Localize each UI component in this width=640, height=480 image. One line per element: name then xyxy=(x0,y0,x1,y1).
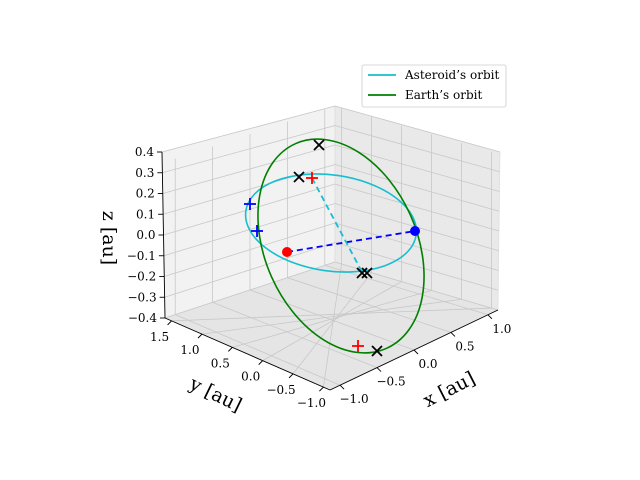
grid-line xyxy=(164,242,499,298)
grid-line xyxy=(324,109,489,316)
cyan-dashed-connector xyxy=(311,177,363,273)
x-tick-mark xyxy=(450,332,456,337)
grid-line xyxy=(161,105,501,153)
blue-dashed-connector xyxy=(286,230,416,253)
grid-line xyxy=(323,107,342,388)
z-tick-label: 0.2 xyxy=(136,187,155,201)
z-tick-label: 0.4 xyxy=(135,145,154,159)
z-tick-label: 0.1 xyxy=(136,207,155,221)
y-tick-label: −0.5 xyxy=(266,383,295,397)
z-tick-label: 0.3 xyxy=(135,166,154,180)
black-x-marker xyxy=(371,345,383,357)
x-tick-label: 0.0 xyxy=(418,357,437,371)
y-axis-line xyxy=(164,317,331,391)
x-axis-label: x [au] xyxy=(420,367,479,412)
black-x-marker xyxy=(361,267,373,279)
x-tick-mark xyxy=(376,367,382,372)
red-dot-marker xyxy=(282,247,292,257)
grid-line xyxy=(232,134,432,348)
legend-frame xyxy=(361,64,507,108)
red-plus-marker xyxy=(352,340,364,352)
x-tick-mark xyxy=(339,384,345,390)
axis-ticks: −1.0−0.50.00.51.01.51.00.50.0−0.5−1.00.4… xyxy=(127,145,512,410)
y-tick-mark xyxy=(319,386,324,392)
grid-line xyxy=(286,121,452,333)
z-tick-label: −0.2 xyxy=(127,270,156,284)
grid-line xyxy=(163,164,500,215)
black-x-marker xyxy=(293,171,305,183)
z-axis-label: z [au] xyxy=(98,211,120,265)
blue-plus-marker xyxy=(251,225,263,237)
grid-line xyxy=(201,143,462,335)
red-plus-marker xyxy=(306,172,318,184)
y-tick-mark xyxy=(197,333,203,339)
y-tick-label: −1.0 xyxy=(297,396,326,410)
z-tick-label: 0.0 xyxy=(136,228,155,242)
grid-line xyxy=(249,134,415,351)
y-tick-label: 1.0 xyxy=(180,343,199,357)
grid-line xyxy=(292,116,372,375)
grid-line xyxy=(164,261,499,319)
grid-line xyxy=(163,183,500,236)
legend-label-earth: Earth’s orbit xyxy=(405,88,482,102)
connectors xyxy=(286,177,416,273)
x-tick-label: −0.5 xyxy=(376,375,405,389)
y-tick-mark xyxy=(288,373,294,379)
grid-line xyxy=(171,152,492,322)
y-tick-label: 1.5 xyxy=(150,330,169,344)
y-tick-mark xyxy=(228,347,233,352)
grid-line xyxy=(212,146,378,368)
x-tick-mark xyxy=(413,349,419,355)
grid-line xyxy=(262,125,402,361)
grid-line xyxy=(174,158,341,386)
black-x-marker xyxy=(313,139,325,151)
y-tick-mark xyxy=(167,320,172,326)
x-tick-mark xyxy=(487,314,493,320)
y-axis-label: y [au] xyxy=(185,372,245,416)
grid-line xyxy=(162,125,500,174)
x-tick-label: 0.5 xyxy=(455,339,474,353)
earth-orbit xyxy=(257,138,425,354)
legend-label-asteroid: Asteroid’s orbit xyxy=(404,68,499,82)
grid-line xyxy=(162,144,500,194)
black-x-marker xyxy=(356,267,368,279)
z-tick-label: −0.3 xyxy=(127,290,156,304)
x-tick-label: −1.0 xyxy=(340,392,369,406)
x-tick-label: 1.0 xyxy=(492,322,511,336)
y-tick-label: 0.0 xyxy=(241,370,260,384)
blue-dot-marker xyxy=(410,226,420,236)
markers xyxy=(244,139,420,357)
y-tick-label: 0.5 xyxy=(211,356,230,370)
legend: Asteroid’s orbit Earth’s orbit xyxy=(361,64,507,108)
y-tick-mark xyxy=(258,360,263,365)
z-tick-label: −0.1 xyxy=(127,249,156,263)
blue-plus-marker xyxy=(244,198,256,210)
z-tick-label: −0.4 xyxy=(128,311,158,325)
grid-line xyxy=(163,203,499,257)
